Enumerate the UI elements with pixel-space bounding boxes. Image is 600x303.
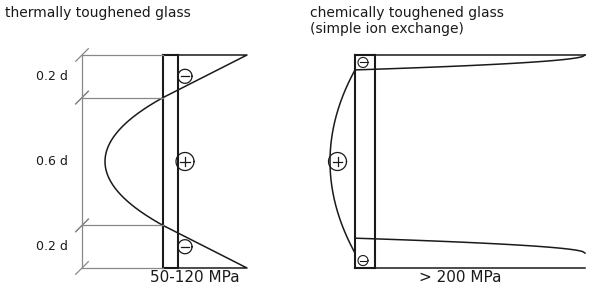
Text: 0.6 d: 0.6 d xyxy=(36,155,68,168)
Text: > 200 MPa: > 200 MPa xyxy=(419,270,501,285)
Text: 50-120 MPa: 50-120 MPa xyxy=(150,270,240,285)
Text: chemically toughened glass
(simple ion exchange): chemically toughened glass (simple ion e… xyxy=(310,6,504,36)
Text: 0.2 d: 0.2 d xyxy=(36,240,68,253)
Text: 0.2 d: 0.2 d xyxy=(36,70,68,83)
Text: thermally toughened glass: thermally toughened glass xyxy=(5,6,191,20)
